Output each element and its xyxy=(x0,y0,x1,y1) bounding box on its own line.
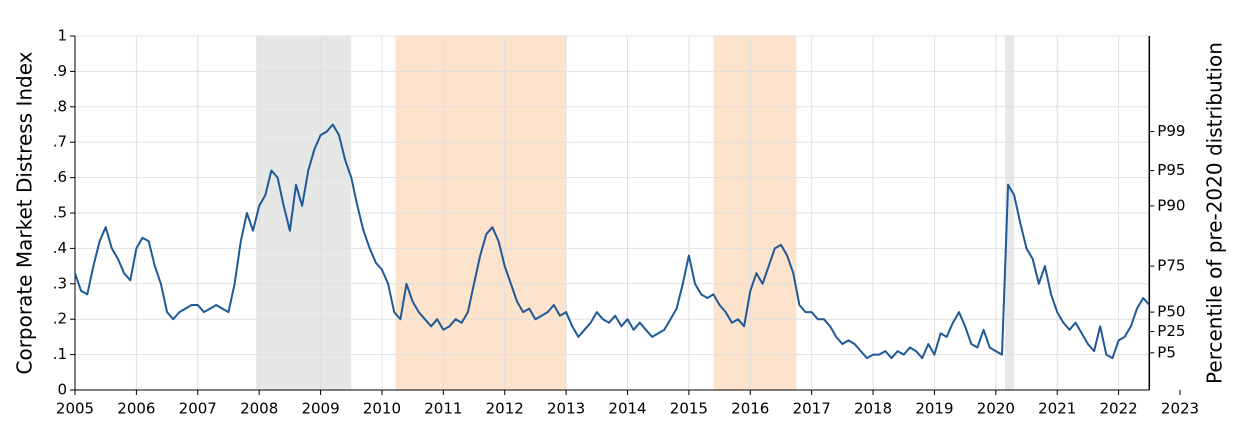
x-tick-label: 2012 xyxy=(486,400,524,418)
y-tick-label: .2 xyxy=(53,310,67,328)
x-tick-label: 2022 xyxy=(1100,400,1138,418)
y2-tick-label: P95 xyxy=(1157,161,1185,179)
x-tick-label: 2018 xyxy=(854,400,892,418)
x-tick-label: 2017 xyxy=(793,400,831,418)
x-tick-label: 2008 xyxy=(240,400,278,418)
y2-tick-label: P25 xyxy=(1157,322,1185,340)
x-tick-label: 2007 xyxy=(179,400,217,418)
series-line xyxy=(74,123,1151,360)
x-tick-label: 2015 xyxy=(670,400,708,418)
x-tick-label: 2013 xyxy=(547,400,585,418)
y-tick-label: .6 xyxy=(53,168,67,186)
y2-tick-label: P75 xyxy=(1157,257,1185,275)
y2-tick-label: P99 xyxy=(1157,122,1185,140)
y2-axis-title: Percentile of pre-2020 distribution xyxy=(1203,42,1227,384)
y2-tick-label: P90 xyxy=(1157,196,1185,214)
x-tick-label: 2009 xyxy=(301,400,339,418)
y-tick-label: 1 xyxy=(57,27,67,45)
x-tick-label: 2023 xyxy=(1161,400,1199,418)
y-axis-title: Corporate Market Distress Index xyxy=(13,51,37,374)
y-tick-label: .4 xyxy=(53,239,67,257)
x-tick-label: 2006 xyxy=(117,400,155,418)
x-tick-label: 2005 xyxy=(56,400,94,418)
y-tick-label: .5 xyxy=(53,204,67,222)
y2-tick-label: P50 xyxy=(1157,303,1185,321)
x-tick-label: 2011 xyxy=(424,400,462,418)
x-tick-label: 2016 xyxy=(731,400,769,418)
y2-tick-label: P5 xyxy=(1157,343,1176,361)
y-tick-label: 0 xyxy=(57,381,67,399)
y-tick-label: .1 xyxy=(53,345,67,363)
y-tick-label: .9 xyxy=(53,62,67,80)
x-tick-label: 2010 xyxy=(363,400,401,418)
x-tick-label: 2020 xyxy=(977,400,1015,418)
y-tick-label: .7 xyxy=(53,133,67,151)
x-tick-label: 2021 xyxy=(1038,400,1076,418)
y-tick-label: .3 xyxy=(53,274,67,292)
x-tick-label: 2014 xyxy=(608,400,646,418)
x-tick-label: 2019 xyxy=(915,400,953,418)
y-tick-label: .8 xyxy=(53,97,67,115)
